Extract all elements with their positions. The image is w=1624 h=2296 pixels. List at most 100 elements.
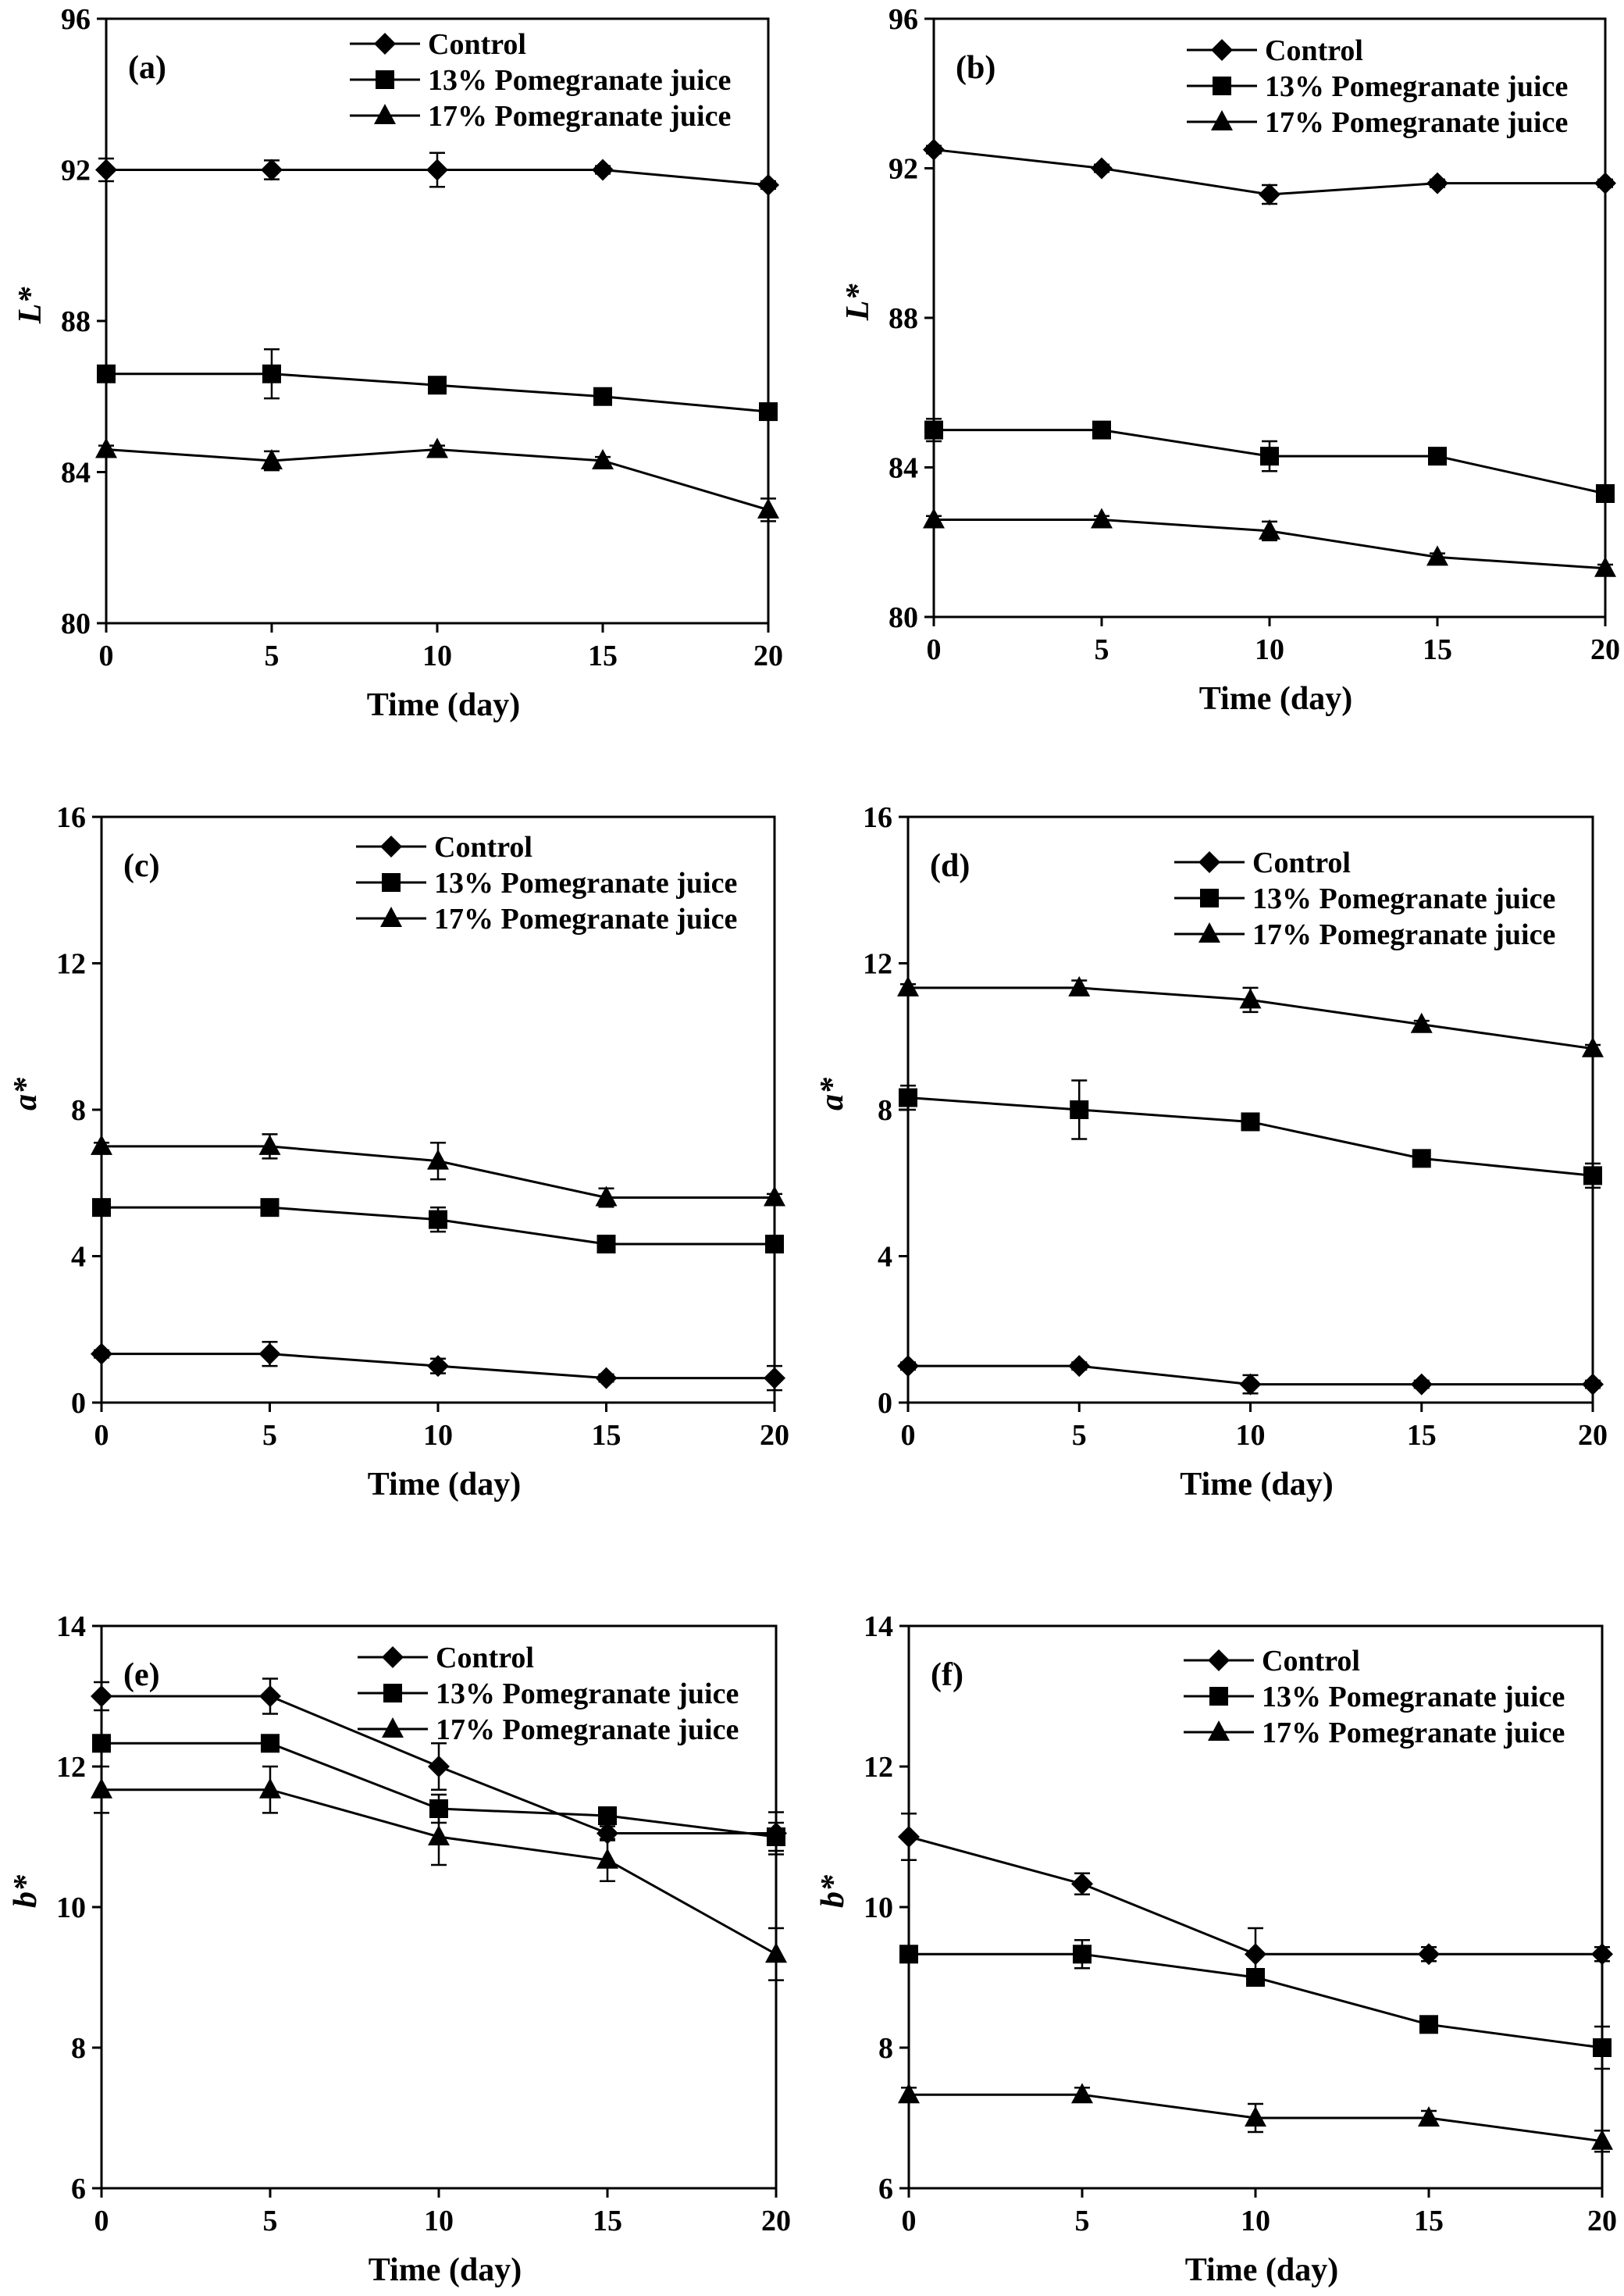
data-point: [92, 1734, 111, 1753]
data-point: [91, 1777, 112, 1799]
data-point: [1068, 975, 1091, 996]
data-point: [261, 448, 283, 469]
data-point: [1246, 1968, 1265, 1987]
data-point: [428, 1825, 450, 1845]
data-point: [426, 159, 448, 181]
chart-panel: 0 4 8 12 16 0 5 10 15 20 Time (day) a* (c) Control13%…: [8, 801, 789, 1503]
y-tick-label: 12: [864, 1751, 893, 1784]
y-tick-label: 80: [889, 601, 918, 634]
data-point: [1410, 1012, 1433, 1033]
data-point: [262, 364, 281, 383]
legend-marker: [1198, 851, 1220, 873]
data-point: [897, 975, 919, 996]
legend-label: Control: [434, 831, 532, 864]
y-tick-label: 96: [61, 3, 91, 36]
data-point: [1591, 2129, 1613, 2150]
legend-label: 17% Pomegranate juice: [1262, 1717, 1565, 1749]
legend-label: 13% Pomegranate juice: [434, 867, 737, 900]
data-point: [1241, 1112, 1260, 1132]
data-point: [91, 1134, 112, 1155]
data-point: [1591, 1943, 1613, 1966]
legend-marker: [1200, 889, 1219, 907]
x-tick-label: 0: [901, 1419, 916, 1452]
y-tick-label: 88: [889, 302, 918, 335]
y-tick-label: 6: [71, 2173, 86, 2205]
legend-label: 13% Pomegranate juice: [1265, 70, 1568, 103]
data-point: [593, 387, 612, 406]
data-point: [765, 1235, 784, 1254]
x-tick-label: 10: [1255, 633, 1284, 666]
y-tick-label: 8: [71, 2032, 86, 2065]
data-point: [1245, 1943, 1266, 1966]
panel-label: (f): [931, 1657, 963, 1693]
x-tick-label: 15: [588, 640, 618, 672]
data-point: [597, 1848, 618, 1869]
y-tick-label: 4: [71, 1241, 86, 1274]
y-tick-label: 80: [61, 608, 91, 640]
data-point: [1418, 1943, 1440, 1966]
y-tick-label: 92: [61, 155, 91, 187]
legend-marker: [1208, 1649, 1230, 1671]
data-point: [1091, 508, 1113, 529]
x-tick-label: 20: [753, 640, 783, 672]
x-tick-label: 15: [1423, 633, 1452, 666]
x-tick-label: 15: [1407, 1419, 1437, 1452]
y-axis-title: L*: [12, 287, 48, 325]
data-point: [899, 1088, 917, 1107]
x-axis-title: Time (day): [1180, 1467, 1333, 1503]
x-tick-label: 5: [1075, 2205, 1090, 2237]
data-point: [261, 159, 283, 181]
legend-label: Control: [428, 28, 526, 61]
data-point: [757, 497, 779, 519]
data-point: [898, 1826, 920, 1848]
data-point: [261, 1734, 280, 1753]
data-point: [764, 1367, 785, 1389]
legend-marker: [374, 104, 396, 124]
y-tick-label: 14: [56, 1610, 86, 1643]
y-tick-label: 4: [878, 1241, 892, 1274]
legend-label: 17% Pomegranate juice: [428, 100, 731, 133]
legend-marker: [374, 33, 396, 55]
data-point: [260, 1198, 280, 1218]
data-point: [1426, 172, 1448, 194]
legend-marker: [1209, 1687, 1228, 1706]
data-point: [429, 1210, 447, 1229]
panel-label: (a): [128, 50, 166, 86]
y-tick-label: 84: [61, 457, 91, 490]
data-point: [428, 1756, 450, 1777]
y-tick-label: 16: [56, 801, 86, 834]
data-point: [898, 2083, 920, 2104]
data-point: [592, 448, 614, 469]
data-point: [91, 1685, 112, 1707]
x-tick-label: 20: [761, 2205, 791, 2237]
legend-label: 17% Pomegranate juice: [1265, 106, 1568, 139]
y-tick-label: 8: [71, 1094, 86, 1127]
legend-label: Control: [1262, 1645, 1360, 1677]
data-point: [1582, 1036, 1604, 1057]
legend-label: 13% Pomegranate juice: [436, 1677, 739, 1710]
data-point: [1582, 1373, 1604, 1396]
legend-marker: [1213, 77, 1231, 95]
x-tick-label: 10: [422, 640, 452, 672]
x-tick-label: 0: [94, 2205, 109, 2237]
x-tick-label: 5: [265, 640, 280, 672]
x-axis-title: Time (day): [1185, 2252, 1338, 2288]
data-point: [426, 437, 448, 458]
y-axis-title: a*: [814, 1077, 850, 1111]
x-tick-label: 20: [1587, 2205, 1617, 2237]
data-point: [923, 138, 945, 161]
y-axis-title: b*: [8, 1874, 44, 1908]
data-point: [259, 1685, 281, 1707]
data-point: [1259, 184, 1280, 206]
data-point: [1418, 2106, 1440, 2127]
y-tick-label: 92: [889, 153, 918, 186]
legend-marker: [1211, 39, 1233, 61]
data-point: [595, 1367, 618, 1389]
y-tick-label: 12: [56, 1751, 86, 1784]
x-tick-label: 5: [1072, 1419, 1087, 1452]
